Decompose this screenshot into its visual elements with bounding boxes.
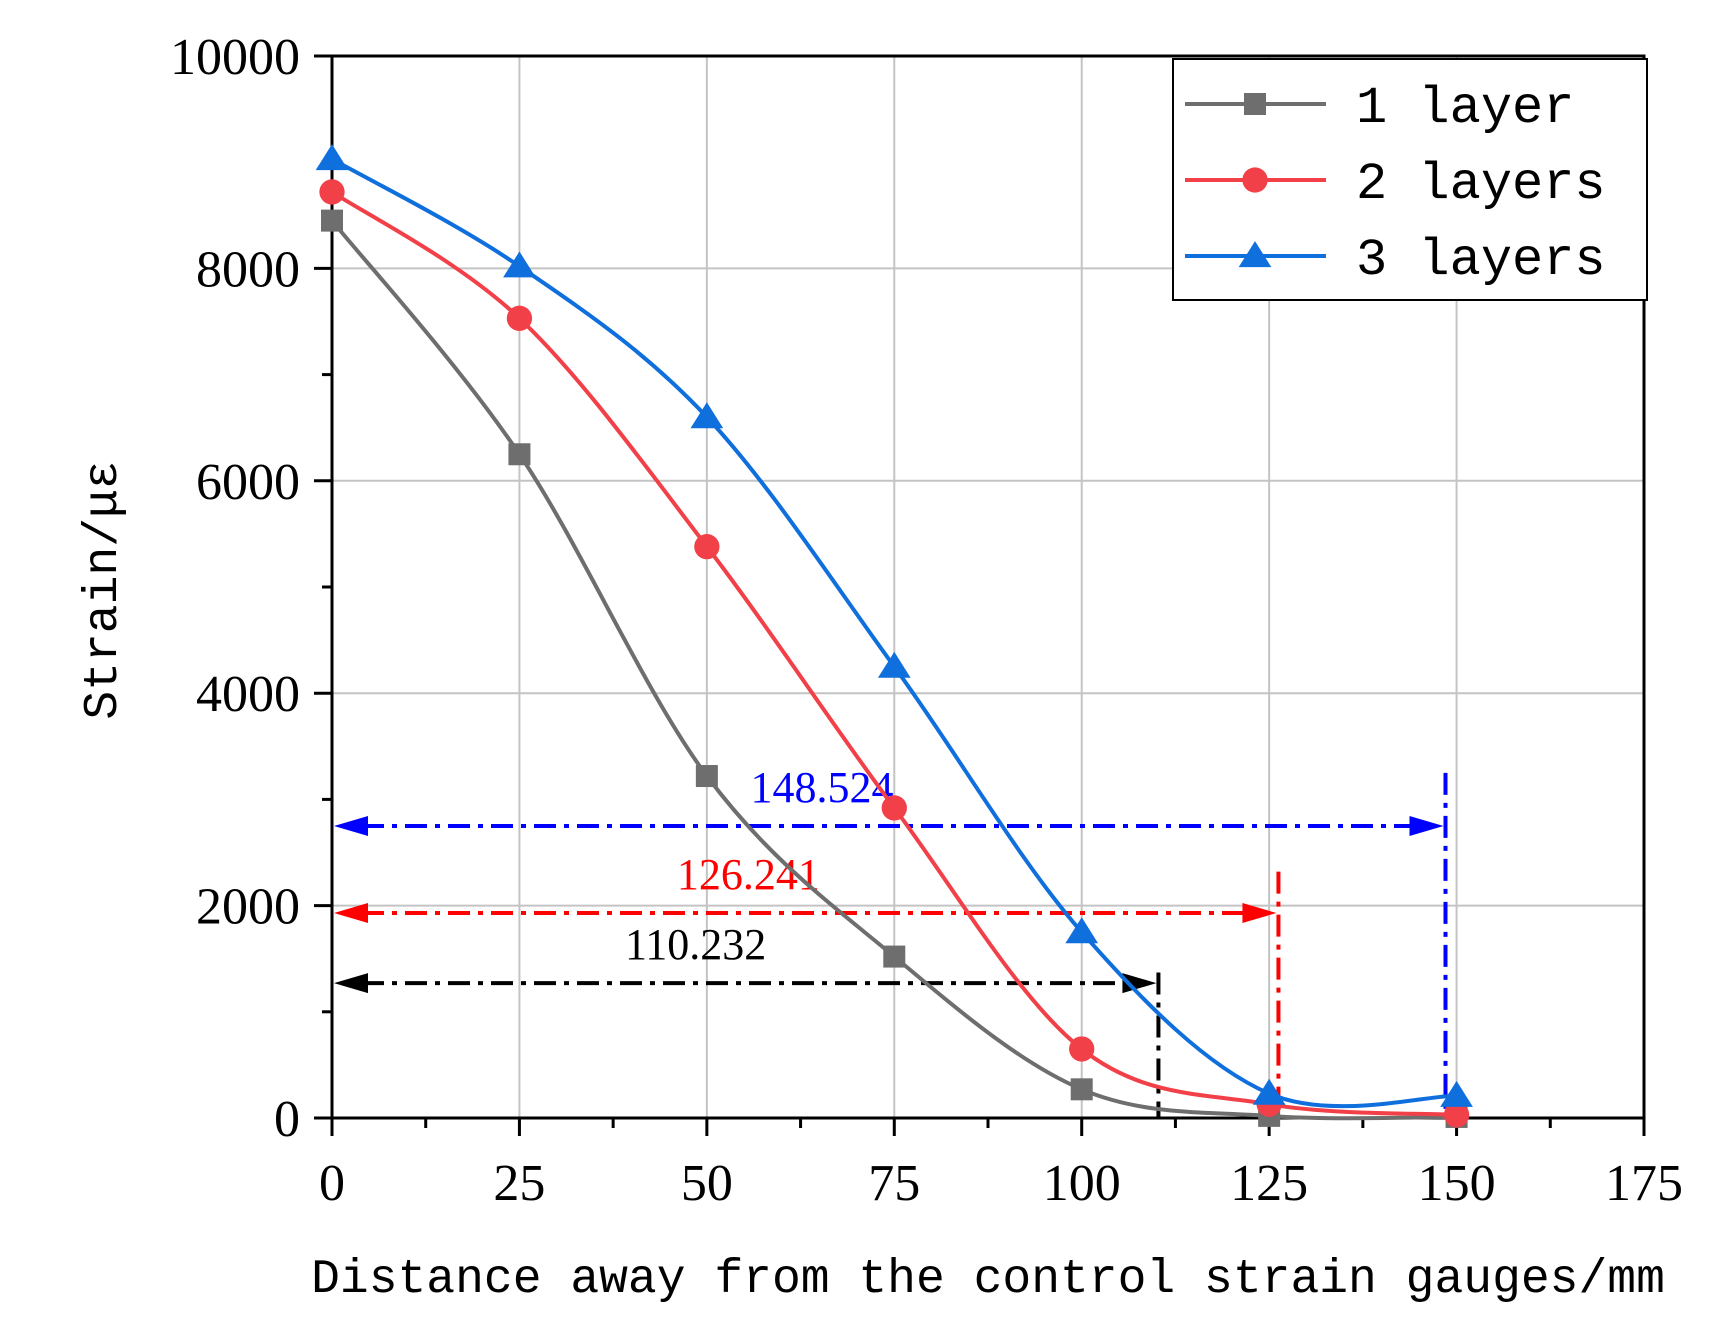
data-point-3-layers xyxy=(1440,1080,1473,1107)
annotation-arrow-head-left xyxy=(334,903,368,924)
annotation-arrow-head-right xyxy=(1242,903,1277,924)
legend-label: 1 layer xyxy=(1356,79,1574,138)
annotation-arrow-head-left xyxy=(334,815,368,836)
y-tick-label: 8000 xyxy=(196,241,300,298)
data-point-2-layers xyxy=(1443,1102,1470,1128)
y-tick-label: 2000 xyxy=(196,879,300,936)
annotation-label: 148.524 xyxy=(750,763,893,812)
x-tick-label: 0 xyxy=(319,1155,345,1212)
annotation-label: 110.232 xyxy=(625,920,766,969)
data-point-3-layers xyxy=(315,144,349,171)
data-point-2-layers xyxy=(506,305,533,331)
legend-item-3-layers: 3 layers xyxy=(1185,231,1606,290)
x-tick-label: 50 xyxy=(681,1155,733,1212)
y-tick-label: 6000 xyxy=(196,454,300,511)
legend-label: 2 layers xyxy=(1356,155,1606,214)
data-point-3-layers xyxy=(1065,917,1099,944)
data-point-3-layers xyxy=(690,402,724,429)
x-tick-label: 25 xyxy=(493,1155,545,1212)
legend-item-2-layers: 2 layers xyxy=(1185,155,1606,214)
x-tick-label: 100 xyxy=(1043,1155,1121,1212)
legend-label: 3 layers xyxy=(1356,231,1606,290)
annotation-148.524: 148.524 xyxy=(334,763,1448,1118)
annotation-110.232: 110.232 xyxy=(334,920,1161,1118)
x-tick-label: 150 xyxy=(1418,1155,1496,1212)
data-point-3-layers xyxy=(503,251,536,278)
legend: 1 layer 2 layers 3 layers xyxy=(1172,58,1648,301)
data-point-3-layers xyxy=(877,651,911,678)
legend-item-1-layer: 1 layer xyxy=(1185,79,1574,138)
data-point-1-layer xyxy=(883,945,906,968)
data-point-1-layer xyxy=(508,443,531,466)
data-point-2-layers xyxy=(1069,1036,1095,1062)
data-point-1-layer xyxy=(321,209,343,232)
x-tick-label: 75 xyxy=(868,1155,920,1212)
annotation-arrow-head-left xyxy=(334,973,368,994)
data-point-2-layers xyxy=(694,533,720,560)
annotation-126.241: 126.241 xyxy=(334,850,1281,1118)
y-axis-title: Strain/με xyxy=(77,460,131,719)
data-point-2-layers xyxy=(881,795,907,821)
legend-marker xyxy=(1244,93,1266,115)
x-tick-label: 175 xyxy=(1605,1155,1683,1212)
y-tick-label: 0 xyxy=(274,1091,300,1148)
annotation-arrow-head-right xyxy=(1409,815,1444,836)
data-markers xyxy=(315,144,1473,1128)
y-tick-label: 10000 xyxy=(170,29,300,86)
legend-marker xyxy=(1238,241,1272,268)
tick-labels: 0 25 50 75 100 125 150 175 0 2000 4000 6000 8000 1000… xyxy=(170,29,1683,1212)
data-point-1-layer xyxy=(1070,1078,1093,1101)
data-point-3-layers xyxy=(1252,1078,1286,1105)
data-point-2-layers xyxy=(319,179,345,205)
legend-marker xyxy=(1242,167,1268,193)
x-tick-label: 125 xyxy=(1230,1155,1308,1212)
x-axis-title: Distance away from the control strain ga… xyxy=(311,1253,1665,1307)
data-point-1-layer xyxy=(695,765,718,788)
y-tick-label: 4000 xyxy=(196,666,300,723)
